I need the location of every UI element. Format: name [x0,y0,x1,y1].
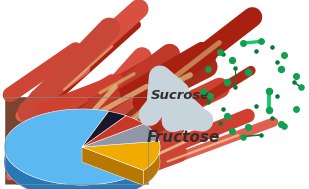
Polygon shape [82,124,159,147]
Polygon shape [82,147,143,185]
Polygon shape [4,142,143,189]
Polygon shape [4,124,160,189]
Polygon shape [82,147,143,185]
Polygon shape [82,116,144,147]
Bar [5,97,148,184]
Polygon shape [82,111,126,147]
FancyArrowPatch shape [173,97,202,121]
Bar [5,97,148,184]
Text: Fructose: Fructose [146,129,220,145]
Polygon shape [4,109,143,185]
FancyArrowPatch shape [150,77,178,115]
Polygon shape [82,141,160,170]
Polygon shape [5,97,148,184]
Polygon shape [143,142,160,185]
Text: Sucrose: Sucrose [150,89,210,102]
